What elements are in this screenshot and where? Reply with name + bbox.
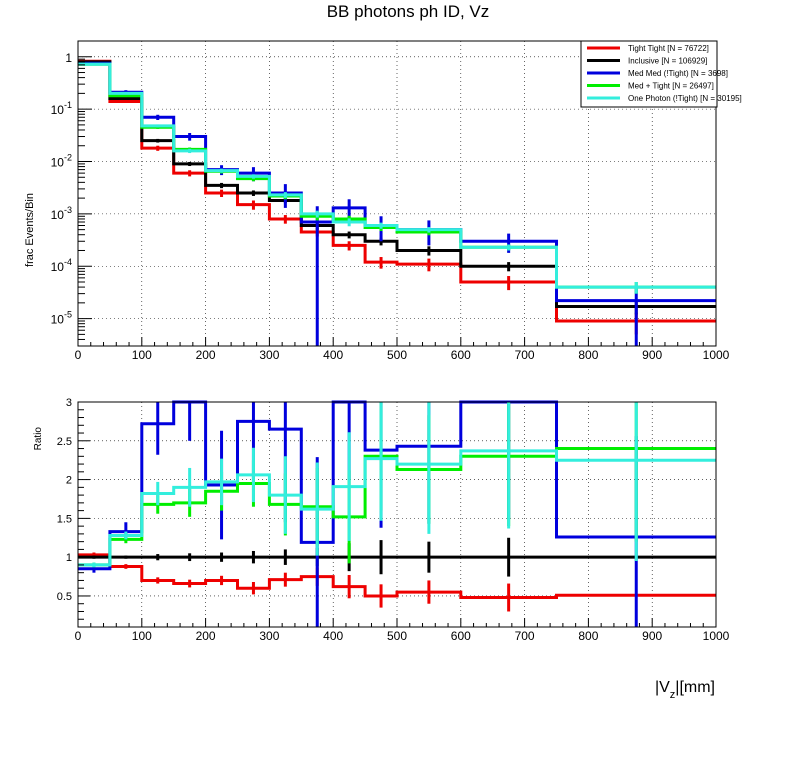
x-axis-label: |Vz|[mm] (655, 679, 715, 701)
top-y-tick-exponent: -3 (64, 205, 72, 215)
chart-title: BB photons ph ID, Vz (327, 2, 490, 21)
bottom-series-0 (78, 552, 716, 612)
bottom-x-tick-label: 500 (387, 629, 407, 643)
bottom-x-tick-label: 100 (132, 629, 152, 643)
bottom-x-tick-label: 900 (642, 629, 662, 643)
bottom-y-tick-label: 2 (66, 475, 72, 487)
top-y-tick-base: 10 (51, 103, 65, 117)
legend-entry-label: Inclusive [N = 106929] (628, 57, 707, 66)
bottom-x-tick-label: 700 (515, 629, 535, 643)
bottom-x-tick-label: 300 (259, 629, 279, 643)
x-axis-label-main: |V (655, 679, 670, 696)
legend: Tight Tight [N = 76722] Inclusive [N = 10… (580, 40, 742, 108)
bottom-y-tick-label: 2.5 (57, 436, 72, 448)
bottom-panel: 0 100 200 300 400 500 600 700 800 900 1000 0.5 1 1.5 2… (33, 397, 730, 701)
top-panel: 0 100 200 300 400 500 600 700 800 900 100010-510-4… (24, 40, 742, 362)
bottom-series-4 (78, 402, 716, 568)
top-x-tick-label: 1000 (703, 348, 730, 362)
top-y-tick-label: 1 (65, 51, 72, 65)
top-y-tick-label: 10-1 (51, 100, 72, 117)
top-x-tick-label: 400 (323, 348, 343, 362)
top-y-tick-exponent: -1 (64, 100, 72, 110)
legend-entry-label: Med + Tight [N = 26497] (628, 82, 714, 91)
top-x-tick-label: 500 (387, 348, 407, 362)
top-y-axis-label: frac Events/Bin (24, 193, 36, 267)
top-series-4 (78, 62, 716, 294)
top-x-tick-label: 100 (132, 348, 152, 362)
top-y-tick-label: 10-4 (51, 257, 72, 274)
top-y-tick-base: 1 (65, 51, 72, 65)
x-axis-label-subscript: z (670, 689, 676, 701)
bottom-axes: 0 100 200 300 400 500 600 700 800 900 1000 0.5 1 1.5 2… (57, 397, 730, 643)
top-x-tick-label: 0 (75, 348, 82, 362)
top-y-tick-label: 10-3 (51, 205, 72, 222)
top-x-tick-label: 900 (642, 348, 662, 362)
legend-entry-label: Med Med (!Tight) [N = 3698] (628, 69, 728, 78)
bottom-y-tick-label: 3 (66, 397, 72, 409)
top-y-tick-base: 10 (51, 156, 65, 170)
bottom-y-tick-label: 1.5 (57, 513, 72, 525)
bottom-y-tick-label: 1 (66, 552, 72, 564)
x-axis-label-tail: |[mm] (675, 679, 715, 696)
top-axes: 0 100 200 300 400 500 600 700 800 900 100010-510-4… (51, 40, 730, 362)
top-x-tick-label: 200 (196, 348, 216, 362)
top-y-tick-base: 10 (51, 313, 65, 327)
top-y-tick-exponent: -5 (64, 310, 72, 320)
bottom-series-layer (78, 400, 716, 627)
legend-entry-label: One Photon (!Tight) [N = 30195] (628, 94, 742, 103)
top-y-tick-exponent: -4 (64, 257, 72, 267)
top-x-tick-label: 300 (259, 348, 279, 362)
legend-entry-label: Tight Tight [N = 76722] (628, 44, 709, 53)
top-x-tick-label: 600 (451, 348, 471, 362)
bottom-y-axis-label: Ratio (33, 427, 44, 451)
top-y-tick-label: 10-2 (51, 153, 72, 170)
bottom-x-tick-label: 600 (451, 629, 471, 643)
top-y-tick-base: 10 (51, 208, 65, 222)
bottom-x-tick-label: 400 (323, 629, 343, 643)
bottom-x-tick-label: 200 (196, 629, 216, 643)
top-x-tick-label: 700 (515, 348, 535, 362)
bottom-x-tick-label: 800 (578, 629, 598, 643)
bottom-x-tick-label: 0 (75, 629, 82, 643)
bottom-y-tick-label: 0.5 (57, 591, 72, 603)
top-x-tick-label: 800 (578, 348, 598, 362)
bottom-x-tick-label: 1000 (703, 629, 730, 643)
top-y-tick-label: 10-5 (51, 310, 72, 327)
top-y-tick-base: 10 (51, 260, 65, 274)
top-series-layer (78, 59, 716, 346)
top-y-tick-exponent: -2 (64, 153, 72, 163)
